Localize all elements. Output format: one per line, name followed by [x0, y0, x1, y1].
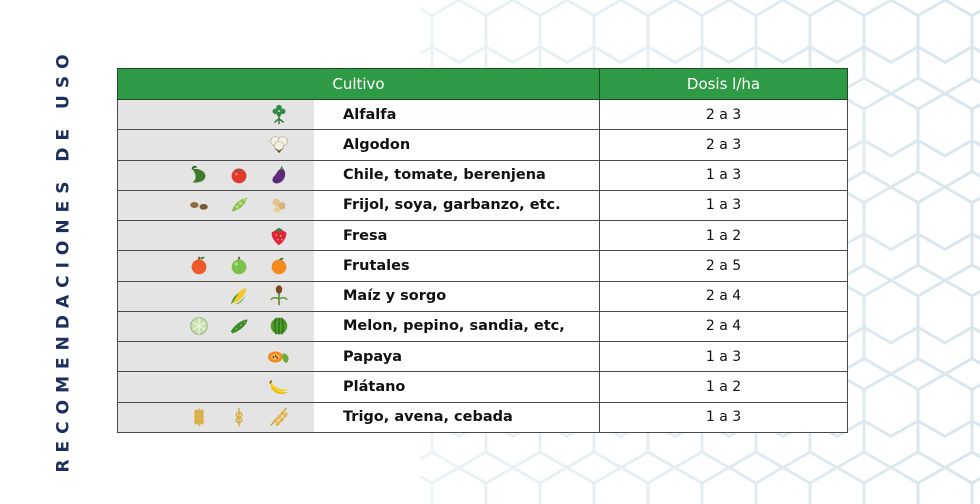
banana-icon	[269, 380, 289, 395]
dose-cell: 1 a 3	[599, 401, 848, 434]
dose-cell: 2 a 5	[599, 250, 848, 282]
apple-icon	[191, 256, 207, 275]
crop-icons-panel	[118, 251, 314, 281]
table-row: Plátano 1 a 2	[117, 371, 848, 403]
crop-cell: Chile, tomate, berenjena	[117, 159, 600, 191]
table-row: Chile, tomate, berenjena 1 a 3	[117, 159, 848, 191]
crop-cell: Plátano	[117, 371, 600, 403]
table-row: Melon, pepino, sandia, etc, 2 a 4	[117, 310, 848, 343]
crop-icons-panel	[118, 130, 314, 160]
crop-name: Maíz y sorgo	[343, 288, 447, 305]
table-header-row: Cultivo Dosis l/ha	[117, 68, 848, 100]
melon-icon	[190, 317, 208, 336]
green-apple-icon	[231, 256, 247, 275]
dose-column-header: Dosis l/ha	[599, 68, 848, 100]
dose-cell: 1 a 3	[599, 159, 848, 191]
crop-name: Plátano	[343, 379, 406, 396]
corn-icon	[230, 287, 247, 305]
table-row: Alfalfa 2 a 3	[117, 98, 848, 131]
crop-cell: Alfalfa	[117, 98, 600, 131]
sorghum-icon	[270, 285, 288, 306]
crop-cell: Melon, pepino, sandia, etc,	[117, 310, 600, 343]
crop-name: Trigo, avena, cebada	[343, 409, 513, 426]
dose-cell: 1 a 3	[599, 189, 848, 222]
crop-icons-panel	[118, 190, 314, 221]
crop-name: Papaya	[343, 348, 402, 365]
crop-cell: Trigo, avena, cebada	[117, 401, 600, 434]
crop-icons-panel	[118, 160, 314, 190]
crop-cell: Maíz y sorgo	[117, 280, 600, 312]
orange-icon	[271, 257, 287, 275]
dose-cell: 2 a 3	[599, 98, 848, 131]
crop-icons-panel	[118, 372, 314, 402]
crop-cell: Algodon	[117, 129, 600, 161]
crop-name: Frijol, soya, garbanzo, etc.	[343, 197, 561, 214]
crop-icons-panel	[118, 342, 314, 372]
crop-icons-panel	[118, 221, 314, 251]
chickpea-icon	[272, 198, 286, 214]
crop-cell: Fresa	[117, 220, 600, 252]
crop-name: Melon, pepino, sandia, etc,	[343, 318, 565, 335]
crop-column-header: Cultivo	[117, 68, 600, 100]
barley-icon	[270, 407, 288, 427]
table-row: Trigo, avena, cebada 1 a 3	[117, 401, 848, 434]
cucumber-icon	[230, 320, 248, 334]
soybean-icon	[231, 198, 248, 212]
table-row: Frijol, soya, garbanzo, etc. 1 a 3	[117, 189, 848, 222]
crop-icons-panel	[118, 311, 314, 342]
papaya-icon	[267, 351, 289, 363]
side-title-text: RECOMENDACIONES DE USO	[54, 47, 74, 473]
table-row: Frutales 2 a 5	[117, 250, 848, 282]
dose-cell: 2 a 4	[599, 310, 848, 343]
crop-cell: Frutales	[117, 250, 600, 282]
dose-cell: 1 a 2	[599, 371, 848, 403]
strawberry-icon	[271, 227, 287, 245]
crop-cell: Frijol, soya, garbanzo, etc.	[117, 189, 600, 222]
side-title: RECOMENDACIONES DE USO	[52, 47, 76, 472]
crop-icons-panel	[118, 402, 314, 432]
crop-name: Fresa	[343, 227, 388, 244]
table-row: Fresa 1 a 2	[117, 220, 848, 252]
dose-cell: 1 a 3	[599, 341, 848, 373]
chili-pepper-icon	[191, 165, 206, 183]
crop-cell: Papaya	[117, 341, 600, 373]
cotton-icon	[270, 136, 288, 154]
wheat-icon	[194, 409, 204, 427]
dose-cell: 1 a 2	[599, 220, 848, 252]
alfalfa-icon	[272, 104, 286, 124]
crop-name: Alfalfa	[343, 106, 397, 123]
usage-table: Cultivo Dosis l/ha Alfalfa 2 a 3 Algodon 2 …	[117, 68, 848, 434]
crop-name: Chile, tomate, berenjena	[343, 167, 546, 184]
table-row: Maíz y sorgo 2 a 4	[117, 280, 848, 312]
crop-name: Algodon	[343, 136, 411, 153]
oat-icon	[235, 408, 243, 427]
table-row: Algodon 2 a 3	[117, 129, 848, 161]
eggplant-icon	[272, 165, 286, 184]
crop-name: Frutales	[343, 257, 410, 274]
crop-icons-panel	[118, 100, 314, 130]
dose-cell: 2 a 3	[599, 129, 848, 161]
watermelon-icon	[270, 317, 288, 335]
table-row: Papaya 1 a 3	[117, 341, 848, 373]
crop-icons-panel	[118, 281, 314, 311]
dose-cell: 2 a 4	[599, 280, 848, 312]
tomato-icon	[231, 168, 247, 184]
bean-icon	[190, 202, 208, 211]
